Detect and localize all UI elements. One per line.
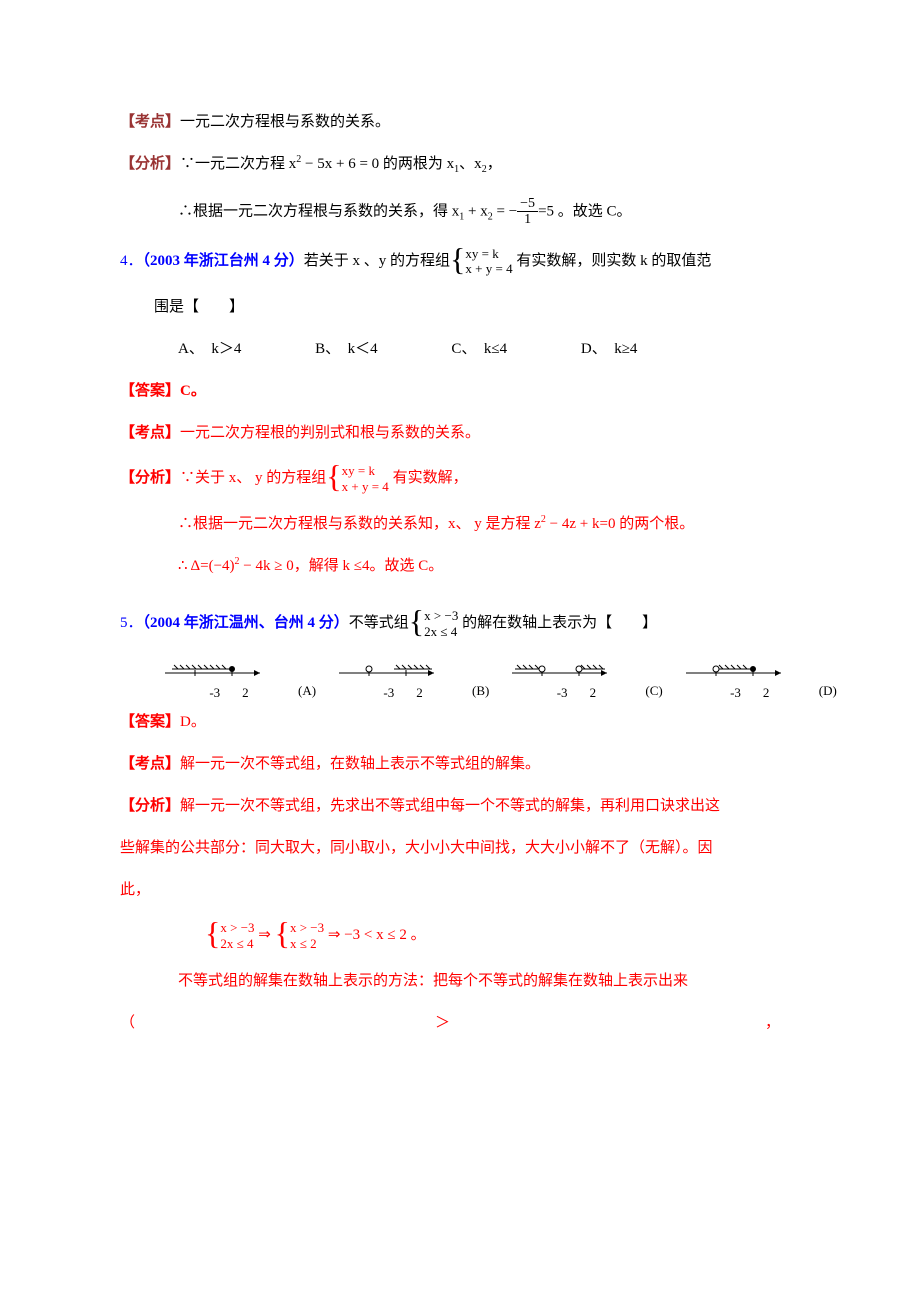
brace-icon: { <box>450 245 465 274</box>
q4-number: 4． <box>120 253 143 269</box>
q4-source: （2003 年浙江台州 4 分） <box>143 253 304 269</box>
q4-system: xy = kx + y = 4 <box>465 246 512 277</box>
q5-fx2: 些解集的公共部分：同大取大，同小取小，大小小大中间找，大大小小解不了（无解）。因 <box>120 836 800 860</box>
fenxi-label-4: 【分析】 <box>120 470 180 486</box>
q5-opt-b-label: (B) <box>472 681 489 702</box>
q5-fx1: 解一元一次不等式组，先求出不等式组中每一个不等式的解集，再利用口诀求出这 <box>180 798 720 814</box>
q4-options: A、 k＞4 B、 k＜4 C、 k≤4 D、 k≥4 <box>178 337 800 361</box>
q5-system: x > −32x ≤ 4 <box>424 608 458 639</box>
q5-opt-c-label: (C) <box>645 681 662 702</box>
q4-fx2a: ∴根据一元二次方程根与系数的关系知，x、 y 是方程 z <box>178 516 541 532</box>
fraction-3: −51 <box>517 196 538 228</box>
q5-solve: {x > −32x ≤ 4 ⇒ {x > −3x ≤ 2 ⇒ −3 < x ≤ … <box>205 920 800 951</box>
numberline-c <box>507 657 617 681</box>
q4-fx3a: ∴ Δ=(−4) <box>178 558 235 574</box>
q4-opt-c: C、 k≤4 <box>451 337 507 361</box>
ans-text-5: D。 <box>180 714 206 730</box>
ans-label-4: 【答案】 <box>120 383 180 399</box>
q4-stem-a: 若关于 x 、y 的方程组 <box>304 253 450 269</box>
q4-fx3b: − 4k ≥ 0，解得 k ≤4。故选 C。 <box>240 558 444 574</box>
q5-source: （2004 年浙江温州、台州 4 分） <box>143 615 349 631</box>
kaodian-label-3: 【考点】 <box>120 114 180 130</box>
kaodian-text-3: 一元二次方程根与系数的关系。 <box>180 114 390 130</box>
numberline-a <box>160 657 270 681</box>
kaodian-label-4: 【考点】 <box>120 425 180 441</box>
q4-opt-a: A、 k＞4 <box>178 337 241 361</box>
q5-fx4: 不等式组的解集在数轴上表示的方法：把每个不等式的解集在数轴上表示出来 <box>178 969 800 993</box>
q5-paren-line: （ ＞ ， <box>120 1011 800 1035</box>
kaodian-text-5: 解一元一次不等式组，在数轴上表示不等式组的解集。 <box>180 756 540 772</box>
ans-text-4: C。 <box>180 383 206 399</box>
q5-number: 5． <box>120 615 143 631</box>
fenxi-text-3f: + x <box>464 203 487 219</box>
kaodian-text-4: 一元二次方程根的判别式和根与系数的关系。 <box>180 425 480 441</box>
ans-label-5: 【答案】 <box>120 714 180 730</box>
fenxi-label-3: 【分析】 <box>120 156 180 172</box>
fenxi-text-3g: = − <box>493 203 517 219</box>
q4-opt-b: B、 k＜4 <box>315 337 378 361</box>
q5-numberlines: -32 (A) -32 (B) <box>160 657 800 704</box>
q5-fx3: 此， <box>120 878 800 902</box>
q4-stem-b2: 围是【 】 <box>154 299 244 315</box>
q4-fx2b: − 4z + k=0 的两个根。 <box>546 516 694 532</box>
q5-opt-d-label: (D) <box>819 681 837 702</box>
fenxi-text-3a: ∵一元二次方程 x <box>180 156 296 172</box>
kaodian-label-5: 【考点】 <box>120 756 180 772</box>
q4-stem-b: 有实数解，则实数 k 的取值范 <box>513 253 712 269</box>
fenxi-text-3d: ， <box>487 156 502 172</box>
q4-fx1b: 有实数解， <box>389 470 468 486</box>
fenxi-text-3c: 、x <box>459 156 482 172</box>
numberline-d <box>681 657 791 681</box>
fenxi-text-3e: ∴根据一元二次方程根与系数的关系，得 x <box>178 203 459 219</box>
q4-opt-d: D、 k≥4 <box>581 337 638 361</box>
q5-stem-a: 不等式组 <box>349 615 409 631</box>
fenxi-text-3b: − 5x + 6 = 0 的两根为 x <box>301 156 454 172</box>
fenxi-text-3h: =5 。故选 C。 <box>538 203 631 219</box>
fenxi-label-5: 【分析】 <box>120 798 180 814</box>
q5-stem-b: 的解在数轴上表示为【 】 <box>458 615 657 631</box>
q4-fx1a: ∵关于 x、 y 的方程组 <box>180 470 326 486</box>
brace-icon-5: { <box>409 607 424 636</box>
brace-icon-4b: { <box>326 462 341 491</box>
q4-system-b: xy = kx + y = 4 <box>342 463 389 494</box>
numberline-b <box>334 657 444 681</box>
q5-opt-a-label: (A) <box>298 681 316 702</box>
